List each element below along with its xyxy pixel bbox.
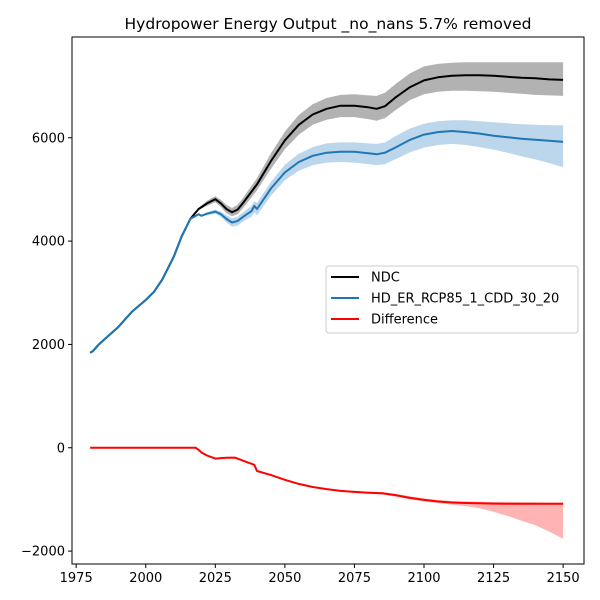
x-tick-label: 2050 <box>268 571 301 586</box>
x-tick-label: 2025 <box>199 571 232 586</box>
chart-title: Hydropower Energy Output _no_nans 5.7% r… <box>125 15 532 34</box>
y-tick-label: −2000 <box>21 545 65 560</box>
axes-frame <box>71 36 585 565</box>
x-axis: 1975 2000 2025 2050 2075 2100 2125 2150 <box>60 564 580 586</box>
series-band-1 <box>90 120 564 353</box>
legend-label-1: HD_ER_RCP85_1_CDD_30_20 <box>371 292 559 307</box>
y-tick-label: 2000 <box>32 338 65 353</box>
legend: NDC HD_ER_RCP85_1_CDD_30_20 Difference <box>325 265 579 334</box>
x-tick-label: 2150 <box>547 571 580 586</box>
series-lines <box>89 74 564 505</box>
legend-label-0: NDC <box>371 271 400 286</box>
x-tick-label: 2125 <box>477 571 510 586</box>
y-tick-label: 6000 <box>32 131 65 146</box>
x-tick-label: 2075 <box>338 571 371 586</box>
confidence-bands <box>90 62 564 539</box>
legend-label-2: Difference <box>371 313 438 328</box>
legend-box <box>325 265 579 334</box>
y-axis: −2000 0 2000 4000 6000 <box>21 131 72 560</box>
series-band-0 <box>90 62 564 353</box>
x-tick-label: 2000 <box>129 571 162 586</box>
series-line-1 <box>89 130 564 354</box>
y-tick-label: 4000 <box>32 235 65 250</box>
series-line-2 <box>90 446 564 505</box>
x-tick-label: 1975 <box>60 571 93 586</box>
x-tick-label: 2100 <box>407 571 440 586</box>
y-tick-label: 0 <box>57 441 65 456</box>
